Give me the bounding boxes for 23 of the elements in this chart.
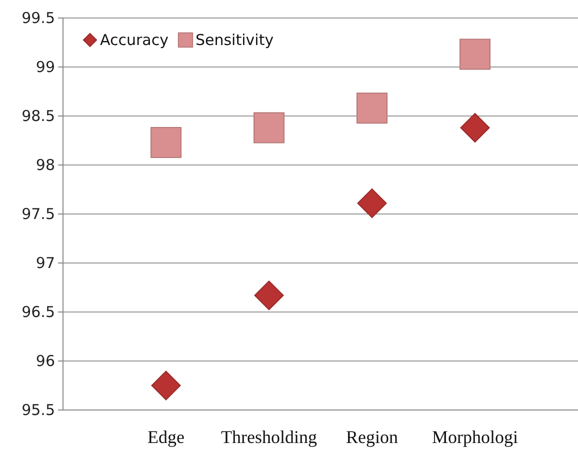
x-tick-label: Morphologi bbox=[432, 427, 518, 447]
y-tick-label: 98.5 bbox=[22, 106, 55, 125]
x-tick-label: Edge bbox=[148, 427, 185, 447]
y-tick-label: 97 bbox=[36, 254, 55, 272]
point bbox=[150, 126, 182, 158]
x-tick-label: Region bbox=[346, 427, 398, 447]
point bbox=[356, 92, 388, 124]
y-tick-label: 98 bbox=[36, 156, 55, 174]
y-tick-label: 99 bbox=[36, 58, 55, 76]
legend-label: Accuracy bbox=[100, 31, 169, 49]
point bbox=[460, 38, 490, 70]
point bbox=[254, 280, 284, 310]
point bbox=[254, 112, 284, 144]
legend-label: Sensitivity bbox=[195, 31, 274, 49]
y-tick-label: 97.5 bbox=[22, 204, 55, 223]
x-tick-label: Thresholding bbox=[221, 427, 317, 447]
point bbox=[460, 112, 490, 143]
y-tick-label: 96.5 bbox=[22, 302, 55, 321]
y-tick-label: 95.5 bbox=[22, 400, 55, 419]
point bbox=[151, 370, 181, 400]
y-tick-label: 99.5 bbox=[22, 8, 55, 27]
y-tick-label: 96 bbox=[36, 352, 55, 370]
point bbox=[357, 188, 387, 218]
